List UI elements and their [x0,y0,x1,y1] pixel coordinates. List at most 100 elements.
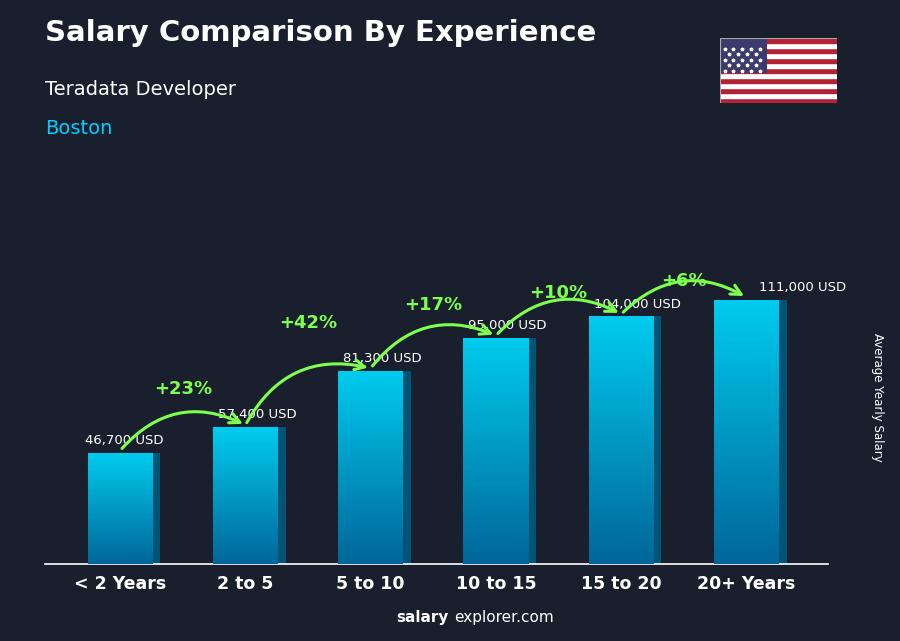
Bar [714,375,779,379]
Bar [464,553,528,556]
Bar [714,419,779,423]
Bar [87,466,153,468]
Bar [213,441,278,444]
Bar [714,524,779,529]
Bar [589,370,654,374]
Bar [714,458,779,463]
Bar [464,364,528,368]
Bar [213,428,278,429]
Bar [87,506,153,508]
Bar [87,514,153,516]
Bar [213,464,278,466]
Bar [714,441,779,445]
Bar [338,380,403,383]
Bar [464,417,528,421]
Bar [589,325,654,329]
Bar [589,378,654,383]
Text: Salary Comparison By Experience: Salary Comparison By Experience [45,19,596,47]
Bar [87,527,153,529]
Bar [87,560,153,562]
Bar [714,397,779,401]
Bar [714,480,779,485]
Bar [714,463,779,467]
Bar [213,505,278,507]
Bar [464,387,528,390]
Bar [213,562,278,564]
Bar [464,390,528,394]
Bar [87,508,153,510]
Bar [338,442,403,445]
Bar [589,547,654,552]
Bar [213,470,278,473]
Bar [338,419,403,422]
Bar [589,428,654,432]
Bar [720,97,837,103]
Bar [714,529,779,533]
Bar [338,551,403,554]
Bar [87,470,153,471]
Bar [589,412,654,415]
Bar [338,477,403,480]
Bar [87,558,153,560]
Bar [87,540,153,542]
Bar [338,499,403,503]
Bar [213,544,278,546]
Bar [213,432,278,434]
Bar [464,526,528,530]
Bar [464,440,528,444]
Bar [87,454,153,456]
Bar [714,437,779,441]
Bar [87,525,153,527]
Bar [213,462,278,464]
Bar [213,448,278,450]
Bar [87,503,153,504]
Bar [714,344,779,348]
Bar [338,415,403,419]
Bar [464,500,528,504]
Bar [338,509,403,512]
Bar [87,471,153,473]
Bar [464,428,528,432]
Bar [338,516,403,519]
Bar [589,502,654,506]
Bar [338,370,403,374]
Bar [213,439,278,441]
Bar [589,527,654,531]
Bar [589,449,654,453]
Bar [87,520,153,522]
Bar [213,480,278,482]
Bar [589,354,654,358]
Bar [87,460,153,462]
Bar [213,475,278,478]
Bar [589,320,654,325]
Bar [589,560,654,564]
Text: +10%: +10% [529,284,588,302]
Bar [213,494,278,495]
Text: 95,000 USD: 95,000 USD [468,319,547,332]
Bar [589,407,654,412]
Bar [87,473,153,475]
Bar [87,462,153,464]
Bar [464,458,528,462]
Bar [338,374,403,377]
Bar [213,530,278,532]
Bar [589,395,654,399]
Bar [464,496,528,500]
Bar [589,506,654,510]
Text: Boston: Boston [45,119,112,138]
Bar [87,497,153,499]
Bar [213,557,278,560]
Bar [213,532,278,535]
Bar [213,453,278,454]
Bar [714,560,779,564]
Bar [87,475,153,477]
Bar [714,445,779,449]
Bar [464,424,528,428]
Bar [213,478,278,480]
Bar [714,340,779,344]
Bar [714,348,779,353]
Bar [213,546,278,548]
Bar [720,48,837,53]
Bar [338,542,403,545]
Bar [714,406,779,410]
